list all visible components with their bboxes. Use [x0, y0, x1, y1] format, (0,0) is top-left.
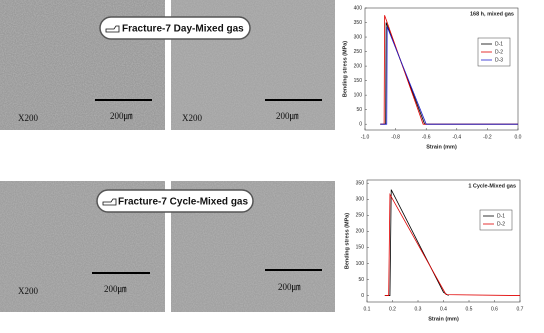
- legend-label: D-2: [495, 49, 503, 55]
- y-tick-label: 0: [361, 293, 364, 299]
- magnification: X200: [18, 113, 38, 123]
- banner-box: [99, 16, 251, 40]
- x-tick-label: 0.1: [364, 306, 371, 312]
- chart-title: 168 h, mixed gas: [470, 11, 514, 17]
- scale-label: 200㎛: [278, 282, 301, 293]
- y-tick-label: 100: [354, 92, 363, 98]
- legend-box: [479, 209, 513, 231]
- y-tick-label: 150: [354, 78, 363, 84]
- hand-icon: [102, 198, 117, 206]
- y-tick-label: 300: [354, 34, 363, 40]
- chart: 0 50 100 150 200 250 300 350 0.1 0.2 0.3 0.4 0.5 0.6 0…: [344, 179, 524, 322]
- banner-box: [96, 189, 254, 213]
- y-tick-label: 150: [356, 245, 365, 251]
- y-tick-label: 400: [354, 5, 363, 11]
- series-line: [380, 15, 518, 125]
- legend-label: D-1: [497, 213, 505, 219]
- banner-label: Fracture-7 Cycle-Mixed gas: [118, 197, 248, 208]
- scale-label: 200㎛: [110, 111, 133, 122]
- x-tick-label: 0.6: [491, 306, 498, 312]
- scale-label: 200㎛: [104, 284, 127, 295]
- y-tick-label: 200: [354, 63, 363, 69]
- y-tick-label: 200: [356, 229, 365, 235]
- y-tick-label: 100: [356, 261, 365, 267]
- series-line: [380, 26, 518, 125]
- y-tick-label: 250: [354, 49, 363, 55]
- y-tick-label: 250: [356, 213, 365, 219]
- y-tick-label: 0: [359, 122, 362, 128]
- chart: 0 50 100 150 200 250 300 350 400 -1.0 -0.8 -0.6 -0.4…: [342, 5, 521, 150]
- x-tick-label: -0.8: [391, 134, 400, 140]
- y-axis-label: Bending stress (MPa): [344, 213, 350, 269]
- legend-label: D-3: [495, 57, 503, 63]
- x-tick-label: 0.4: [440, 306, 447, 312]
- x-tick-label: -0.2: [483, 134, 492, 140]
- x-tick-label: 0.3: [415, 306, 422, 312]
- x-axis-label: Strain (mm): [426, 144, 457, 150]
- scale-label: 200㎛: [276, 111, 299, 122]
- sem-images: X200 200㎛ X200 200㎛ X200 200㎛ 200㎛: [0, 0, 335, 312]
- x-tick-label: 0.7: [517, 306, 524, 312]
- x-tick-label: 0.2: [389, 306, 396, 312]
- plot-frame: [364, 7, 519, 131]
- series-line: [384, 192, 521, 296]
- x-axis-label: Strain (mm): [428, 316, 459, 322]
- y-tick-label: 50: [358, 277, 364, 283]
- banner-label: Fracture-7 Day-Mixed gas: [122, 24, 244, 35]
- legend-label: D-1: [495, 41, 503, 47]
- y-axis-label: Bending stress (MPa): [342, 41, 348, 97]
- banner: Fracture-7 Cycle-Mixed gas: [96, 189, 254, 213]
- hand-icon: [105, 25, 120, 33]
- x-tick-label: 0.0: [515, 134, 522, 140]
- legend-label: D-2: [497, 221, 505, 227]
- x-tick-label: -0.4: [452, 134, 461, 140]
- y-tick-label: 300: [356, 197, 365, 203]
- y-tick-label: 50: [356, 107, 362, 113]
- y-tick-label: 350: [356, 181, 365, 187]
- x-tick-label: 0.5: [466, 306, 473, 312]
- x-tick-label: -1.0: [361, 134, 370, 140]
- banner: Fracture-7 Day-Mixed gas: [99, 16, 251, 40]
- magnification: X200: [18, 286, 38, 296]
- x-tick-label: -0.6: [422, 134, 431, 140]
- y-tick-label: 350: [354, 20, 363, 26]
- chart-title: 1 Cycle-Mixed gas: [468, 183, 516, 189]
- magnification: X200: [182, 113, 202, 123]
